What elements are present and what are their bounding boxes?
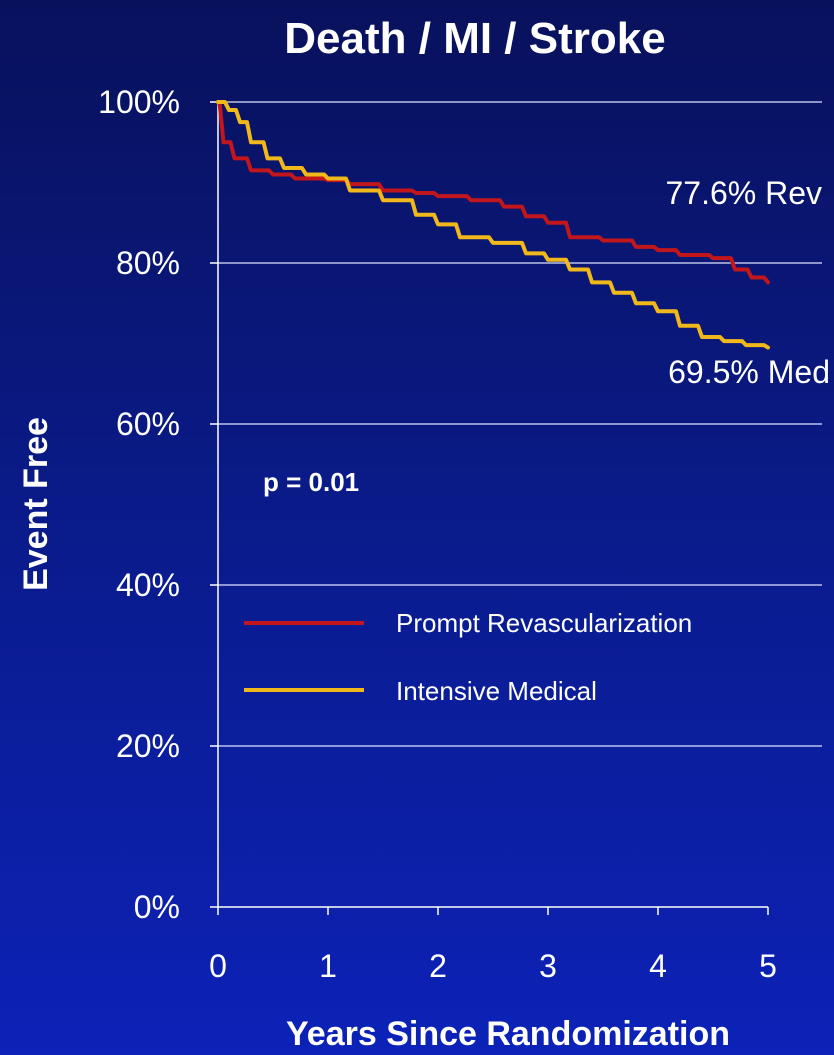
gridlines bbox=[218, 101, 822, 747]
y-tick-label: 60% bbox=[116, 406, 180, 442]
series-line-medical bbox=[216, 100, 770, 350]
chart-title: Death / MI / Stroke bbox=[284, 14, 665, 63]
x-tick-label: 3 bbox=[539, 948, 557, 984]
x-tick-label: 0 bbox=[209, 948, 227, 984]
y-tick-label: 80% bbox=[116, 245, 180, 281]
y-tick-label: 0% bbox=[134, 889, 180, 925]
series-line-revascularization bbox=[216, 100, 770, 285]
x-axis-label: Years Since Randomization bbox=[286, 1015, 730, 1053]
p-value: p = 0.01 bbox=[263, 467, 359, 497]
rev-end-label: 77.6% Rev bbox=[665, 175, 822, 211]
legend-label-medical: Intensive Medical bbox=[396, 676, 597, 706]
x-tick-label: 4 bbox=[649, 948, 667, 984]
legend: Prompt Revascularization Intensive Medic… bbox=[244, 608, 692, 706]
med-end-label: 69.5% Med bbox=[668, 354, 830, 390]
legend-label-revascularization: Prompt Revascularization bbox=[396, 608, 692, 638]
y-ticks: 0% 20% 40% 60% 80% 100% bbox=[98, 84, 218, 925]
y-tick-label: 40% bbox=[116, 567, 180, 603]
x-tick-label: 5 bbox=[759, 948, 777, 984]
y-tick-label: 100% bbox=[98, 84, 180, 120]
y-tick-label: 20% bbox=[116, 728, 180, 764]
y-axis-label: Event Free bbox=[17, 417, 55, 591]
series-lines bbox=[216, 100, 770, 350]
axes bbox=[217, 102, 768, 908]
x-tick-label: 2 bbox=[429, 948, 447, 984]
x-ticks: 0 1 2 3 4 5 bbox=[209, 907, 777, 984]
x-tick-label: 1 bbox=[319, 948, 337, 984]
